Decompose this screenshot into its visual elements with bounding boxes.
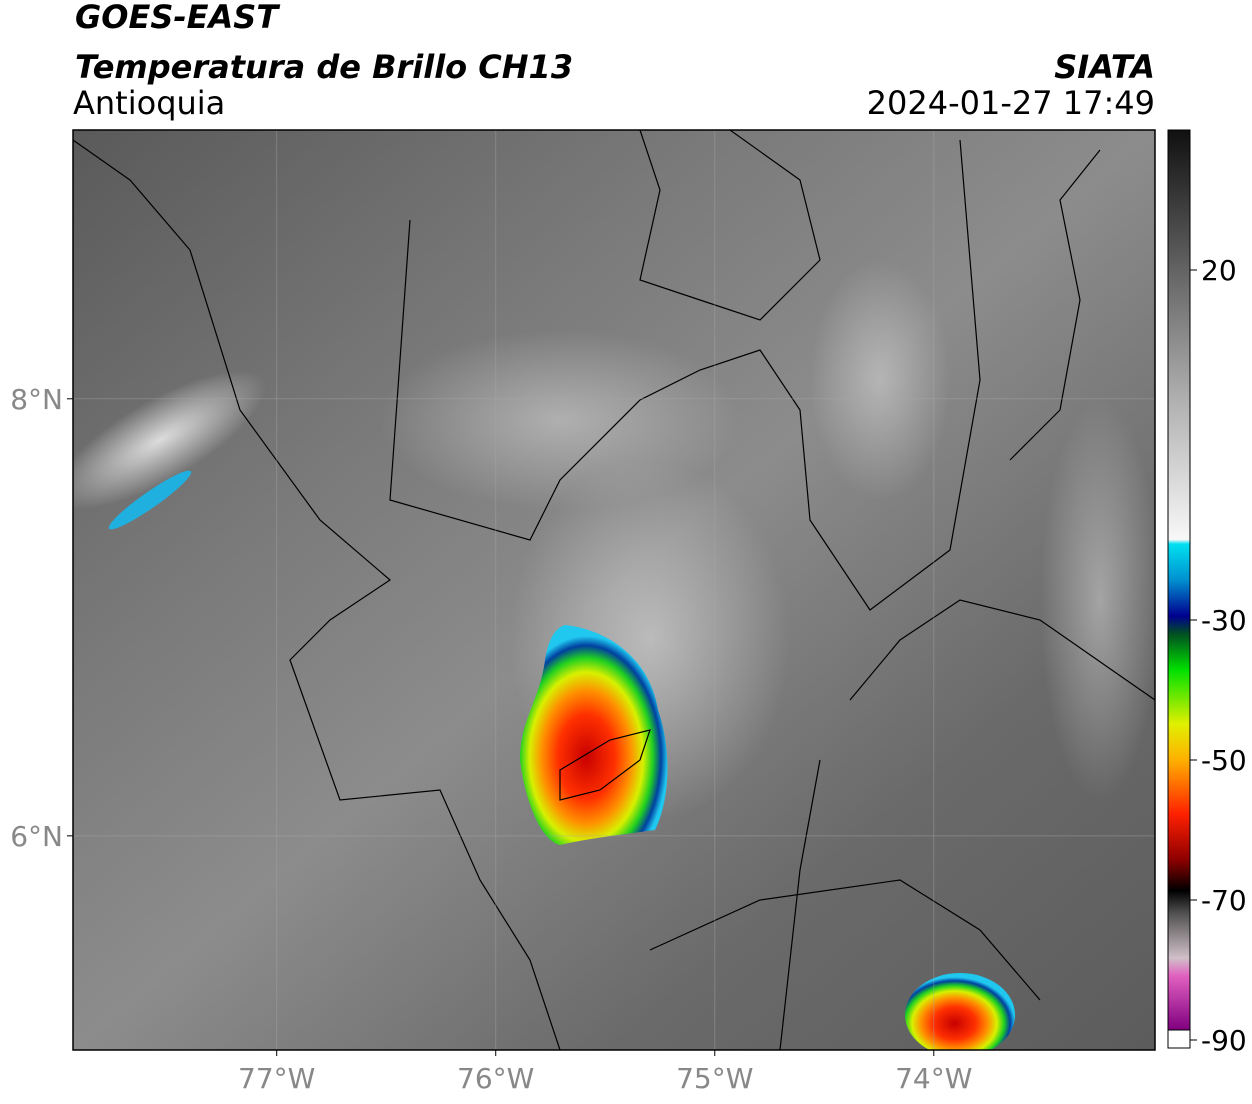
region: Antioquia <box>73 84 225 122</box>
border <box>559 729 651 801</box>
colorbar-tick-label: -30 <box>1201 604 1247 637</box>
x-tick-label: 74°W <box>895 1062 972 1095</box>
grid <box>73 130 1155 1050</box>
colorbar-tick-label: 20 <box>1201 254 1237 287</box>
y-tick-label: 6°N <box>10 820 63 853</box>
title: GOES-EAST <box>75 0 280 36</box>
cold-cloud <box>108 470 192 530</box>
x-tick-label: 76°W <box>457 1062 534 1095</box>
cloud <box>73 370 266 510</box>
map-frame <box>72 129 1156 1051</box>
colorbar-tick-label: -50 <box>1201 744 1247 777</box>
x-tick-label: 77°W <box>238 1062 315 1095</box>
colorbar-tick-label: -90 <box>1201 1024 1247 1057</box>
colorbar-extend <box>1167 1029 1191 1049</box>
border <box>73 139 561 1050</box>
border <box>389 139 981 611</box>
map-image <box>73 130 1155 1050</box>
y-tick-label: 8°N <box>10 383 63 416</box>
colorbar <box>1168 130 1190 1030</box>
subtitle: Temperatura de Brillo CH13 <box>75 48 573 86</box>
border <box>639 130 821 321</box>
datetime: 2024-01-27 17:49 <box>867 84 1155 122</box>
border <box>849 599 1155 701</box>
cloud <box>810 260 950 500</box>
border <box>649 759 1041 1050</box>
storm-cell <box>905 973 1015 1050</box>
colorbar-tick-label: -70 <box>1201 884 1247 917</box>
cloud <box>1040 400 1155 800</box>
border <box>1009 149 1101 461</box>
source: SIATA <box>1054 48 1155 86</box>
colorbar-frame <box>1167 129 1191 1049</box>
storm-cell <box>520 625 668 845</box>
x-tick-label: 75°W <box>676 1062 753 1095</box>
